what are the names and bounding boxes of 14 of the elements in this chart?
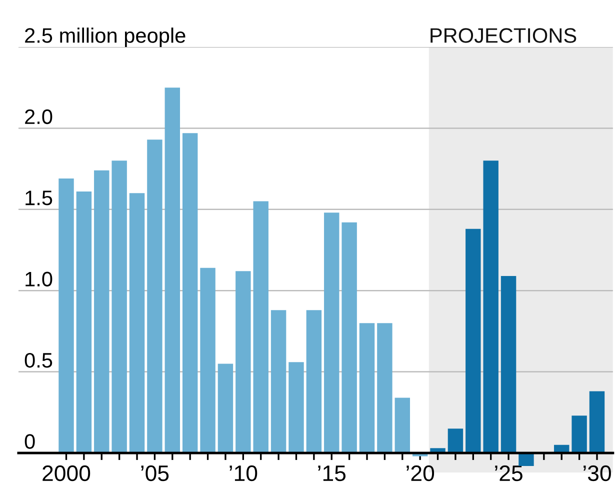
y-tick-label: 0 bbox=[24, 434, 35, 449]
x-tick-label: ’30 bbox=[584, 465, 611, 482]
x-tick-label: ’25 bbox=[495, 465, 522, 482]
x-tick-label: ’10 bbox=[230, 465, 258, 482]
x-tick-label: ’15 bbox=[318, 466, 346, 482]
y-tick-label: 2.5 million people bbox=[25, 28, 186, 47]
x-tick-label: ’20 bbox=[406, 465, 434, 482]
y-tick-label: 1.5 bbox=[26, 190, 52, 206]
x-tick-label: 2000 bbox=[42, 465, 90, 482]
y-tick-label: 0.5 bbox=[24, 352, 52, 368]
band-label: PROJECTIONS bbox=[430, 28, 576, 43]
y-tick-label: 1.0 bbox=[26, 272, 52, 286]
y-tick-label: 2.0 bbox=[25, 109, 52, 124]
x-tick-label: ’05 bbox=[141, 465, 169, 482]
